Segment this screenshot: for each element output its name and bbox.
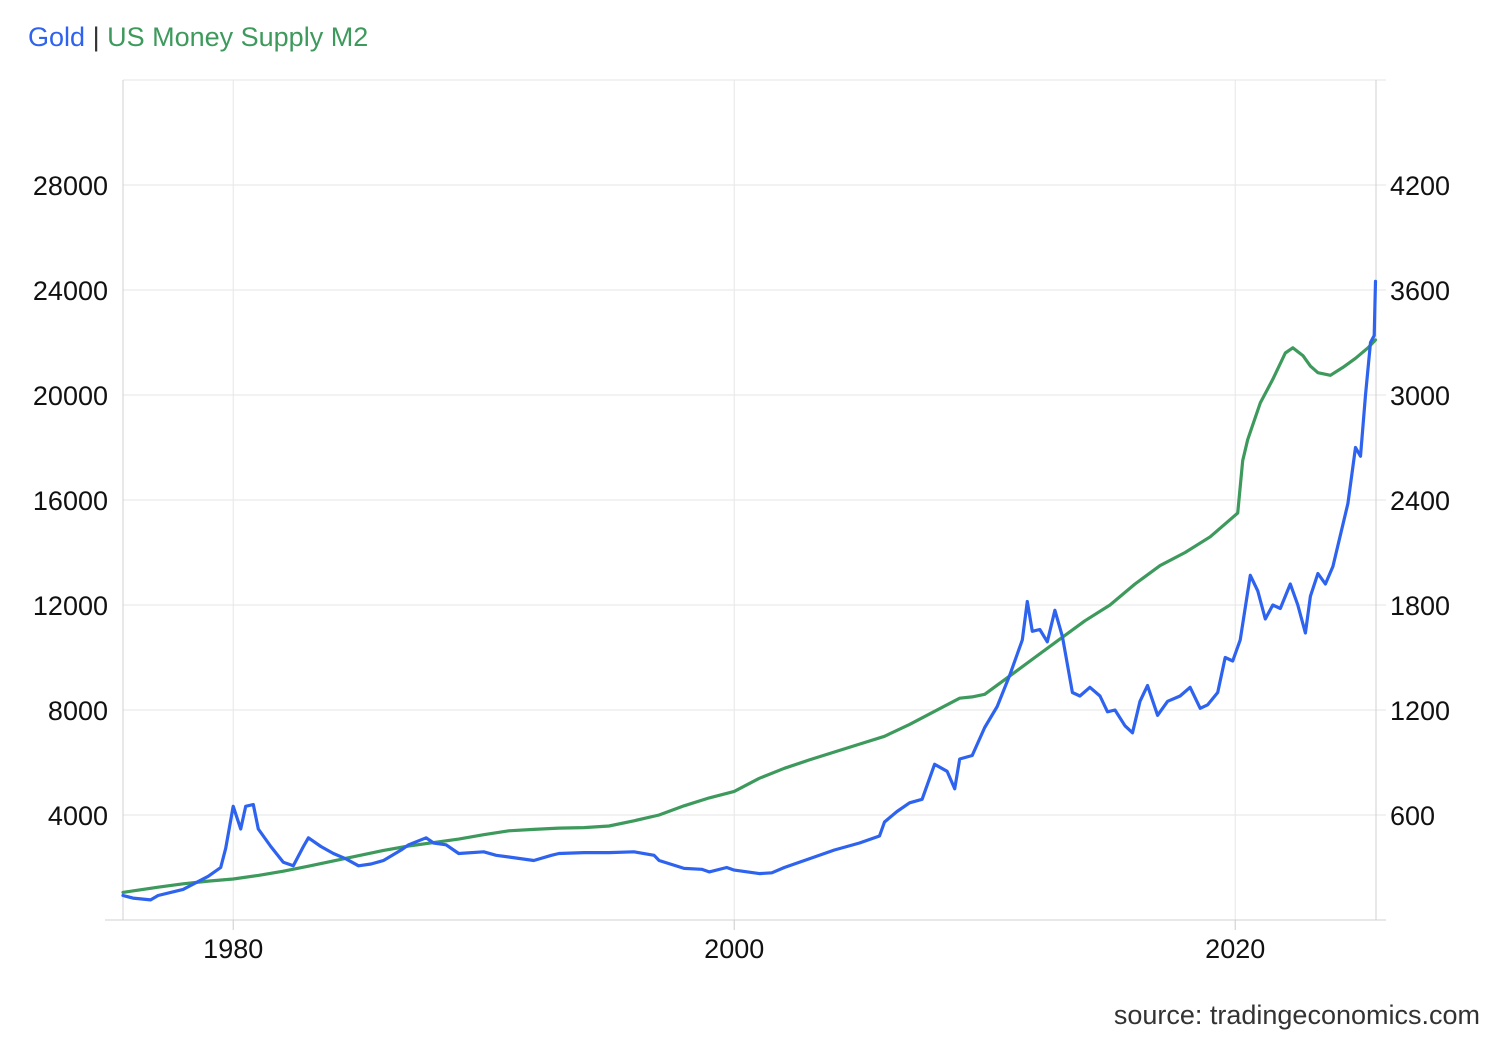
y-right-tick-label: 3000 xyxy=(1390,381,1450,411)
legend-m2: US Money Supply M2 xyxy=(107,22,369,52)
x-tick-label: 2000 xyxy=(704,934,764,964)
y-left-tick-label: 4000 xyxy=(48,801,108,831)
y-right-tick-label: 3600 xyxy=(1390,276,1450,306)
y-left-tick-label: 12000 xyxy=(33,591,108,621)
y-right-tick-label: 1800 xyxy=(1390,591,1450,621)
source-attribution: source: tradingeconomics.com xyxy=(1113,1000,1480,1030)
legend-gold: Gold xyxy=(28,22,86,52)
y-left-tick-label: 8000 xyxy=(48,696,108,726)
y-right-tick-label: 2400 xyxy=(1390,486,1450,516)
y-left-tick-label: 20000 xyxy=(33,381,108,411)
x-tick-label: 1980 xyxy=(203,934,263,964)
axes xyxy=(105,80,1386,930)
y-right-tick-label: 1200 xyxy=(1390,696,1450,726)
y-left-tick-label: 16000 xyxy=(33,486,108,516)
series-lines xyxy=(121,279,1378,902)
y-right-tick-label: 600 xyxy=(1390,801,1435,831)
x-axis-ticks: 1980 2000 2020 xyxy=(203,934,1265,964)
right-axis-ticks: 600 1200 1800 2400 3000 3600 4200 xyxy=(1390,171,1450,831)
grid-lines xyxy=(123,79,1386,920)
series-line-us-money-supply-m2 xyxy=(121,338,1378,894)
y-right-tick-label: 4200 xyxy=(1390,171,1450,201)
y-left-tick-label: 24000 xyxy=(33,276,108,306)
chart-legend: Gold | US Money Supply M2 xyxy=(28,22,368,53)
x-tick-label: 2020 xyxy=(1205,934,1265,964)
left-axis-ticks: 4000 8000 12000 16000 20000 24000 28000 xyxy=(33,171,108,831)
y-left-tick-label: 28000 xyxy=(33,171,108,201)
legend-separator: | xyxy=(92,22,100,52)
series-line-gold xyxy=(121,279,1378,902)
